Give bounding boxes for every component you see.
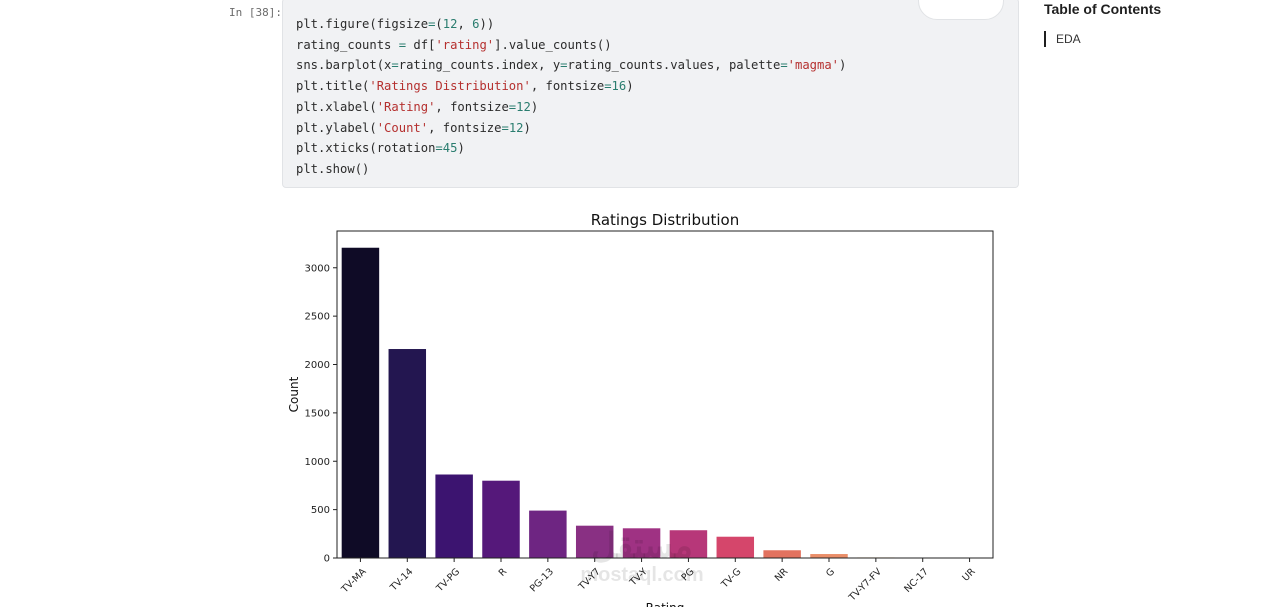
- bar-r: [482, 480, 520, 558]
- y-tick-label: 1500: [305, 408, 330, 419]
- table-of-contents: Table of Contents EDA: [1044, 0, 1161, 47]
- x-tick-label: G: [824, 566, 837, 579]
- bar-pg: [669, 530, 708, 558]
- toc-title: Table of Contents: [1044, 1, 1162, 17]
- x-tick-label: TV-G: [719, 566, 744, 591]
- bar-tv-14: [388, 349, 427, 558]
- plot-frame: [336, 230, 994, 559]
- y-tick-label: 3000: [305, 263, 330, 274]
- code-line: plt.figure(figsize=(12, 6)): [296, 17, 495, 31]
- code-line: plt.ylabel('Count', fontsize=12): [296, 120, 531, 135]
- x-tick-label: UR: [960, 566, 978, 584]
- y-tick-label: 0: [324, 554, 330, 565]
- code-line: sns.barplot(x=rating_counts.index, y=rat…: [296, 58, 847, 73]
- x-tick-label: TV-Y7-FV: [846, 566, 884, 604]
- bar-nr: [763, 550, 801, 558]
- code-line: plt.xticks(rotation=45): [296, 141, 465, 156]
- code-line: plt.xlabel('Rating', fontsize=12): [296, 99, 539, 114]
- chart-title: Ratings Distribution: [591, 211, 739, 229]
- y-tick-label: 2000: [305, 360, 330, 371]
- toc-item-eda[interactable]: EDA: [1044, 31, 1161, 47]
- x-tick-label: TV-Y: [627, 566, 650, 589]
- y-tick-label: 1000: [305, 457, 330, 468]
- x-tick-label: PG: [680, 566, 697, 583]
- y-tick-label: 2500: [305, 312, 330, 323]
- code-toggle-icon[interactable]: ‹›: [967, 0, 984, 3]
- copy-icon[interactable]: ⧉: [938, 0, 948, 3]
- bar-g: [810, 554, 848, 558]
- bar-tv-ma: [341, 247, 380, 558]
- x-tick-label: NR: [773, 566, 791, 584]
- code-editor[interactable]: plt.figure(figsize=(12, 6)) rating_counts…: [296, 14, 846, 180]
- x-tick-label: TV-PG: [434, 566, 462, 594]
- bar-tv-pg: [435, 474, 473, 558]
- code-line: rating_counts = df['rating'].value_count…: [296, 37, 612, 52]
- y-tick-label: 500: [311, 505, 330, 516]
- x-tick-label: TV-Y7: [576, 566, 603, 593]
- x-tick-label: TV-MA: [339, 566, 369, 596]
- y-axis-label: Count: [287, 376, 301, 412]
- x-tick-label: PG-13: [528, 566, 556, 594]
- code-cell[interactable]: plt.figure(figsize=(12, 6)) rating_counts…: [282, 0, 1019, 188]
- code-line: plt.show(): [296, 161, 370, 176]
- cell-prompt: In [38]:: [229, 6, 282, 19]
- x-tick-label: NC-17: [902, 566, 930, 594]
- x-axis-label: Rating: [646, 601, 685, 607]
- bar-tv-g: [716, 536, 755, 558]
- x-tick-label: TV-14: [388, 566, 416, 594]
- bar-pg-13: [529, 510, 567, 558]
- bar-tv-y: [622, 528, 661, 558]
- bar-tv-y7: [575, 525, 614, 558]
- code-line: plt.title('Ratings Distribution', fontsi…: [296, 79, 634, 94]
- x-tick-label: R: [497, 566, 510, 579]
